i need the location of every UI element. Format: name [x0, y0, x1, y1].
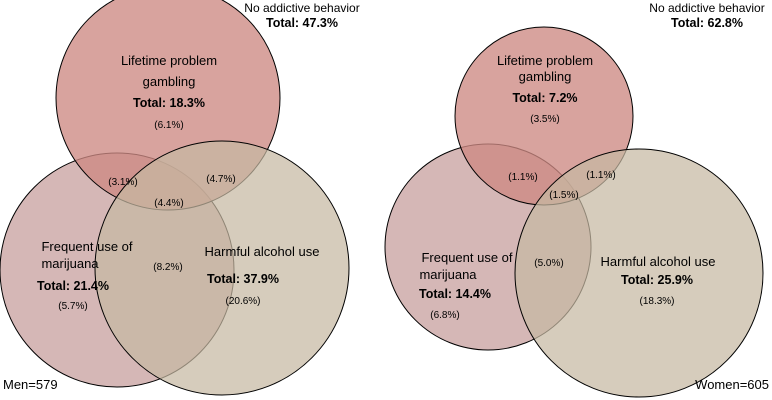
men-marijuana-label-line2: marijuana: [41, 256, 99, 271]
men-alcohol-total: Total: 37.9%: [207, 272, 279, 286]
men-gambling-label-line1: Lifetime problem: [121, 53, 217, 68]
women-marijuana-label-line1: Frequent use of: [421, 250, 512, 265]
women-gambling-label-line2: gambling: [519, 69, 572, 84]
women-marijuana-only-pct: (6.8%): [430, 310, 459, 321]
women-marijuana-total: Total: 14.4%: [419, 287, 491, 301]
women-gambling-label-line1: Lifetime problem: [497, 53, 593, 68]
men-marijuana-label-line1: Frequent use of: [41, 239, 132, 254]
women-alcohol-circle: [514, 148, 764, 398]
men-gambling-total: Total: 18.3%: [133, 96, 205, 110]
women-alcohol-label: Harmful alcohol use: [601, 254, 716, 269]
men-none-label: No addictive behavior: [244, 1, 359, 15]
men-marijuana-only-pct: (5.7%): [58, 301, 87, 312]
men-alcohol-circle: [94, 140, 350, 396]
women-none-total: Total: 62.8%: [671, 16, 743, 30]
men-all-three-pct: (4.4%): [154, 198, 183, 209]
men-gambling-alcohol-pct: (4.7%): [206, 174, 235, 185]
women-alcohol-only-pct: (18.3%): [639, 296, 674, 307]
men-alcohol-only-pct: (20.6%): [225, 296, 260, 307]
men-alcohol-label: Harmful alcohol use: [205, 244, 320, 259]
men-none-total: Total: 47.3%: [266, 16, 338, 30]
women-all-three-pct: (1.5%): [549, 190, 578, 201]
men-gambling-only-pct: (6.1%): [154, 120, 183, 131]
men-marijuana-total: Total: 21.4%: [37, 279, 109, 293]
women-marijuana-label-line2: marijuana: [419, 267, 477, 282]
women-panel: No addictive behavior Total: 62.8% Lifet…: [384, 1, 769, 398]
men-marijuana-alcohol-pct: (8.2%): [153, 262, 182, 273]
women-sample-caption: Women=605: [695, 377, 769, 392]
women-gambling-alcohol-pct: (1.1%): [586, 170, 615, 181]
women-gambling-only-pct: (3.5%): [530, 114, 559, 125]
women-none-label: No addictive behavior: [649, 1, 764, 15]
men-gambling-marijuana-pct: (3.1%): [108, 177, 137, 188]
women-marijuana-alcohol-pct: (5.0%): [534, 258, 563, 269]
men-panel: No addictive behavior Total: 47.3% Lifet…: [0, 0, 360, 396]
women-gambling-total: Total: 7.2%: [512, 91, 577, 105]
men-gambling-label-line2: gambling: [143, 74, 196, 89]
women-gambling-marijuana-pct: (1.1%): [508, 172, 537, 183]
men-sample-caption: Men=579: [3, 377, 58, 392]
women-alcohol-total: Total: 25.9%: [621, 273, 693, 287]
